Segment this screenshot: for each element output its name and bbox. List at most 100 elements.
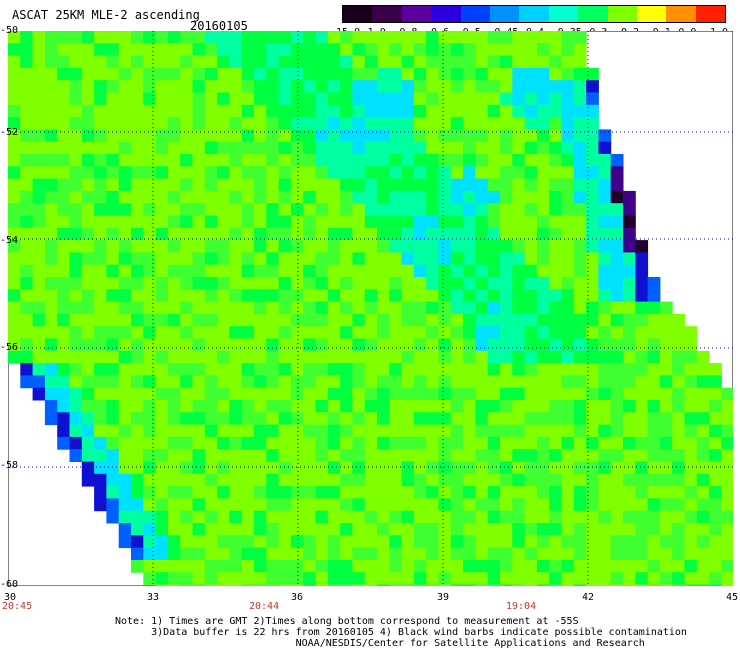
swath-cell: [684, 535, 698, 549]
swath-cell: [217, 523, 230, 536]
swath-cell: [241, 547, 255, 561]
swath-cell: [561, 461, 575, 475]
swath-cell: [229, 154, 243, 167]
swath-cell: [229, 92, 243, 106]
swath-cell: [204, 240, 218, 253]
swath-cell: [44, 240, 58, 253]
swath-cell: [573, 350, 587, 364]
swath-cell: [512, 129, 526, 143]
swath-cell: [586, 363, 599, 376]
swath-cell: [438, 363, 452, 376]
swath-cell: [721, 473, 733, 487]
swath-cell: [155, 104, 169, 118]
swath-cell: [81, 80, 95, 93]
swath-cell: [487, 375, 501, 389]
swath-cell: [536, 375, 550, 389]
swath-cell: [684, 350, 698, 364]
swath-cell: [352, 117, 366, 130]
swath-cell: [57, 166, 70, 180]
swath-cell: [254, 80, 267, 93]
swath-cell: [315, 240, 329, 253]
swath-cell: [106, 289, 120, 303]
swath-cell: [573, 400, 587, 413]
swath-cell: [241, 129, 255, 143]
swath-cell: [192, 92, 206, 106]
swath-cell: [426, 129, 439, 143]
swath-cell: [315, 498, 329, 512]
swath-cell: [647, 363, 661, 376]
swath-cell: [426, 215, 439, 229]
swath-cell: [254, 350, 267, 364]
swath-cell: [167, 289, 181, 303]
swath-cell: [389, 363, 403, 376]
swath-cell: [106, 449, 120, 462]
swath-cell: [512, 424, 526, 438]
swath-cell: [512, 400, 526, 413]
swath-cell: [352, 301, 366, 315]
swath-cell: [487, 535, 501, 549]
swath-cell: [229, 190, 243, 204]
swath-cell: [709, 523, 722, 536]
swath-cell: [463, 55, 476, 69]
swath-cell: [721, 559, 733, 573]
swath-cell: [229, 387, 243, 401]
swath-cell: [94, 252, 107, 266]
swath-cell: [229, 117, 243, 130]
swath-cell: [709, 400, 722, 413]
swath-cell: [254, 264, 267, 278]
swath-cell: [364, 473, 378, 487]
swath-cell: [426, 67, 439, 81]
swath-cell: [44, 252, 58, 266]
swath-cell: [475, 31, 489, 44]
swath-cell: [340, 523, 353, 536]
swath-cell: [512, 510, 526, 524]
swath-cell: [536, 486, 550, 499]
swath-cell: [438, 43, 452, 57]
swath-cell: [635, 498, 649, 512]
lon-label: 30: [4, 592, 17, 603]
swath-cell: [254, 277, 267, 290]
swath-cell: [327, 584, 341, 586]
swath-cell: [635, 338, 649, 352]
swath-cell: [118, 31, 132, 44]
swath-cell: [450, 412, 464, 426]
swath-cell: [106, 338, 120, 352]
swath-cell: [389, 498, 403, 512]
swath-cell: [204, 326, 218, 339]
swath-cell: [500, 424, 513, 438]
swath-cell: [241, 559, 255, 573]
swath-cell: [401, 400, 415, 413]
swath-cell: [81, 141, 95, 155]
swath-cell: [290, 313, 304, 327]
swath-cell: [438, 203, 452, 216]
swath-cell: [290, 584, 304, 586]
swath-cell: [500, 313, 513, 327]
lat-lon-grid: [8, 31, 733, 586]
swath-cell: [143, 240, 157, 253]
swath-cell: [426, 178, 439, 192]
swath-cell: [450, 523, 464, 536]
swath-cell: [426, 387, 439, 401]
swath-cell: [192, 129, 206, 143]
swath-cell: [340, 535, 353, 549]
swath-cell: [204, 67, 218, 81]
swath-cell: [81, 104, 95, 118]
swath-cell: [57, 117, 70, 130]
swath-cell: [549, 387, 562, 401]
swath-cell: [20, 166, 34, 180]
swath-cell: [143, 252, 157, 266]
swath-cell: [389, 104, 403, 118]
swath-cell: [401, 289, 415, 303]
swath-cell: [364, 55, 378, 69]
swath-cell: [155, 252, 169, 266]
swath-cell: [573, 43, 587, 57]
swath-cell: [340, 449, 353, 462]
swath-cell: [155, 559, 169, 573]
swath-cell: [278, 104, 292, 118]
swath-cell: [315, 55, 329, 69]
swath-cell: [32, 117, 46, 130]
swath-cell: [131, 535, 144, 549]
swath-cell: [241, 264, 255, 278]
swath-cell: [81, 129, 95, 143]
swath-cell: [278, 350, 292, 364]
